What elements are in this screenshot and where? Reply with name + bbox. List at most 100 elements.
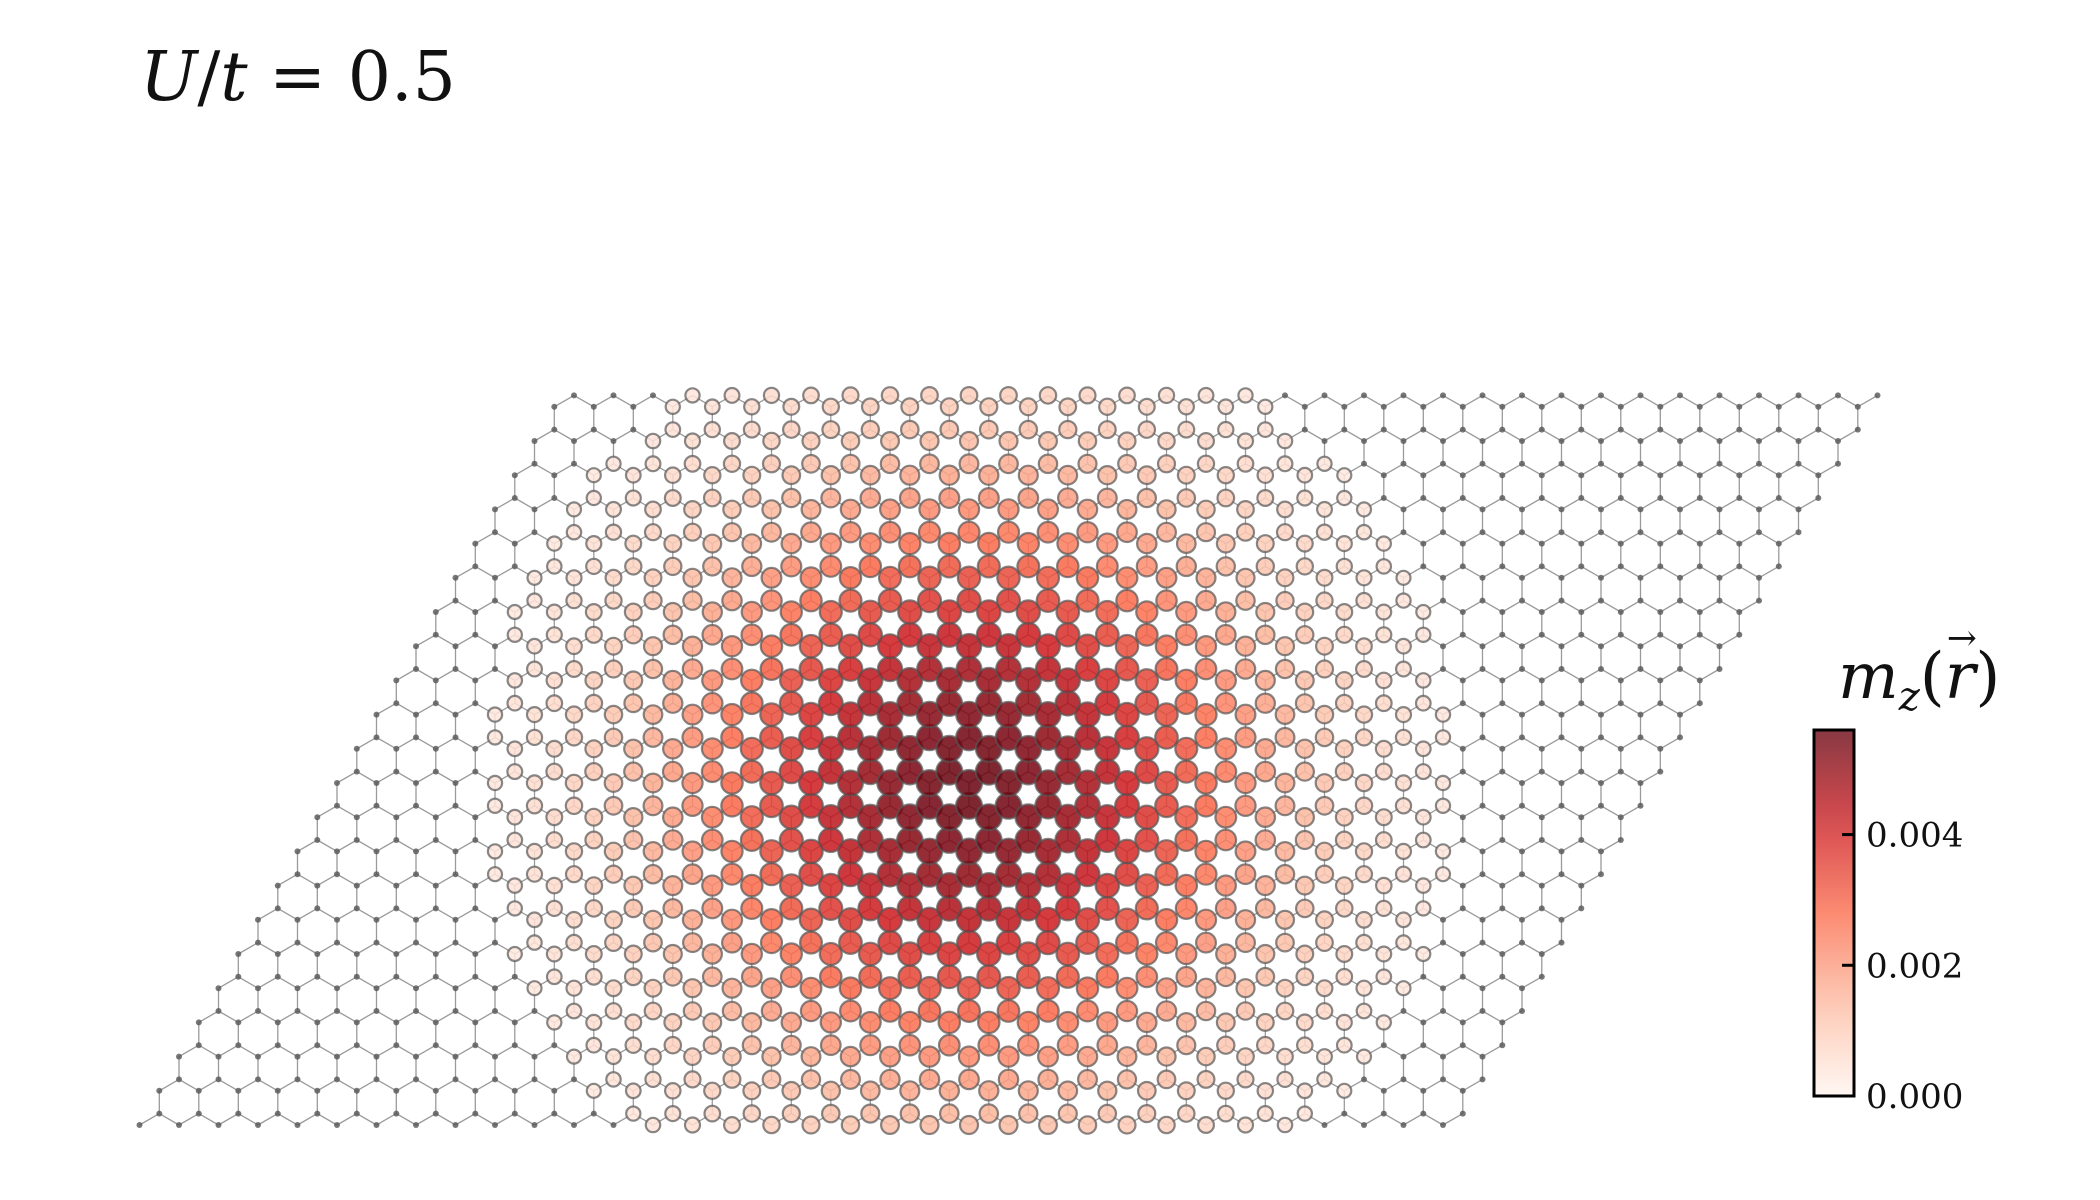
- lattice-site: [1115, 588, 1139, 613]
- lattice-site: [760, 977, 783, 1000]
- lattice-site: [584, 693, 604, 713]
- lattice-site: [1696, 426, 1703, 433]
- lattice-site: [682, 590, 703, 611]
- lattice-site: [1157, 431, 1176, 451]
- lattice-site: [722, 1115, 741, 1134]
- lattice-site: [1355, 1048, 1373, 1065]
- lattice-site: [1294, 829, 1315, 851]
- lattice-site: [235, 1087, 242, 1094]
- lattice-site: [1296, 1105, 1314, 1122]
- lattice-site: [997, 1045, 1020, 1068]
- lattice-site: [565, 523, 583, 541]
- colorbar-frame: [1812, 728, 1856, 1098]
- lattice-site: [1578, 540, 1585, 547]
- lattice-site: [781, 487, 802, 509]
- lattice-site: [274, 905, 281, 912]
- lattice-site: [1400, 392, 1407, 399]
- lattice-site: [778, 736, 805, 762]
- lattice-site: [996, 999, 1021, 1023]
- lattice-site: [1459, 745, 1466, 752]
- lattice-site: [720, 657, 744, 681]
- lattice-site: [1254, 669, 1276, 692]
- lattice-site: [1295, 1013, 1314, 1032]
- lattice-site: [551, 1110, 558, 1117]
- lattice-site: [545, 694, 564, 713]
- lattice-site: [624, 557, 643, 576]
- lattice-site: [898, 487, 921, 509]
- lattice-site: [1415, 626, 1432, 644]
- lattice-site: [1598, 643, 1604, 650]
- lattice-site: [413, 939, 419, 946]
- lattice-site: [1136, 465, 1157, 486]
- lattice-site: [1414, 740, 1432, 758]
- lattice-site: [1795, 506, 1802, 513]
- lattice-site: [1336, 489, 1353, 507]
- lattice-site: [860, 419, 881, 440]
- lattice-site: [879, 1114, 900, 1135]
- lattice-site: [720, 702, 744, 727]
- lattice-site: [1175, 600, 1198, 624]
- lattice-site: [353, 905, 360, 912]
- lattice-site: [1375, 876, 1393, 895]
- lattice-site: [1175, 533, 1197, 554]
- lattice-site: [1057, 464, 1079, 486]
- lattice-site: [996, 975, 1021, 1001]
- lattice-site: [551, 495, 558, 501]
- lattice-site: [700, 828, 724, 852]
- lattice-site: [511, 1110, 518, 1117]
- lattice-site: [740, 896, 764, 921]
- lattice-site: [486, 729, 504, 746]
- lattice-site: [334, 780, 340, 786]
- lattice-site: [878, 520, 902, 544]
- lattice-site: [958, 1114, 980, 1136]
- lattice-site: [700, 760, 724, 784]
- lattice-site: [1617, 563, 1624, 570]
- lattice-site: [721, 977, 743, 999]
- lattice-site: [486, 797, 504, 815]
- lattice-site: [1196, 1069, 1216, 1089]
- lattice-site: [1314, 727, 1335, 748]
- lattice-site: [255, 1053, 261, 1060]
- lattice-site: [1415, 877, 1432, 894]
- lattice-site: [1056, 554, 1080, 579]
- lattice-site: [584, 671, 604, 690]
- lattice-site: [1096, 532, 1119, 555]
- lattice-site: [1234, 771, 1257, 795]
- lattice-site: [373, 871, 380, 878]
- lattice-site: [623, 807, 644, 828]
- lattice-site: [1335, 967, 1354, 986]
- lattice-site: [683, 1047, 702, 1066]
- lattice-site: [1335, 625, 1354, 644]
- lattice-site: [334, 1053, 340, 1060]
- lattice-site: [604, 500, 622, 518]
- lattice-site: [195, 1019, 202, 1026]
- lattice-site: [1295, 557, 1315, 576]
- lattice-site: [700, 737, 724, 761]
- lattice-site: [1374, 739, 1393, 758]
- lattice-site: [778, 668, 804, 693]
- lattice-site: [1097, 420, 1117, 440]
- lattice-site: [995, 906, 1022, 934]
- lattice-site: [1038, 386, 1058, 405]
- lattice-site: [799, 976, 823, 1000]
- lattice-site: [625, 1105, 642, 1122]
- lattice-site: [1519, 529, 1525, 536]
- lattice-site: [525, 728, 544, 747]
- lattice-site: [1374, 694, 1393, 713]
- lattice-site: [531, 529, 538, 536]
- lattice-site: [1096, 487, 1118, 509]
- lattice-site: [779, 896, 804, 921]
- lattice-site: [1017, 1080, 1039, 1102]
- lattice-site: [1117, 453, 1137, 474]
- lattice-site: [195, 1110, 202, 1117]
- lattice-site: [1156, 499, 1177, 520]
- lattice-site: [650, 392, 656, 399]
- lattice-site: [1499, 768, 1506, 775]
- lattice-site: [800, 521, 822, 544]
- lattice-site: [879, 431, 900, 452]
- lattice-site: [1254, 829, 1277, 851]
- lattice-site: [1598, 848, 1604, 855]
- lattice-site: [623, 693, 644, 714]
- lattice-site: [743, 398, 761, 416]
- lattice-site: [1355, 569, 1373, 587]
